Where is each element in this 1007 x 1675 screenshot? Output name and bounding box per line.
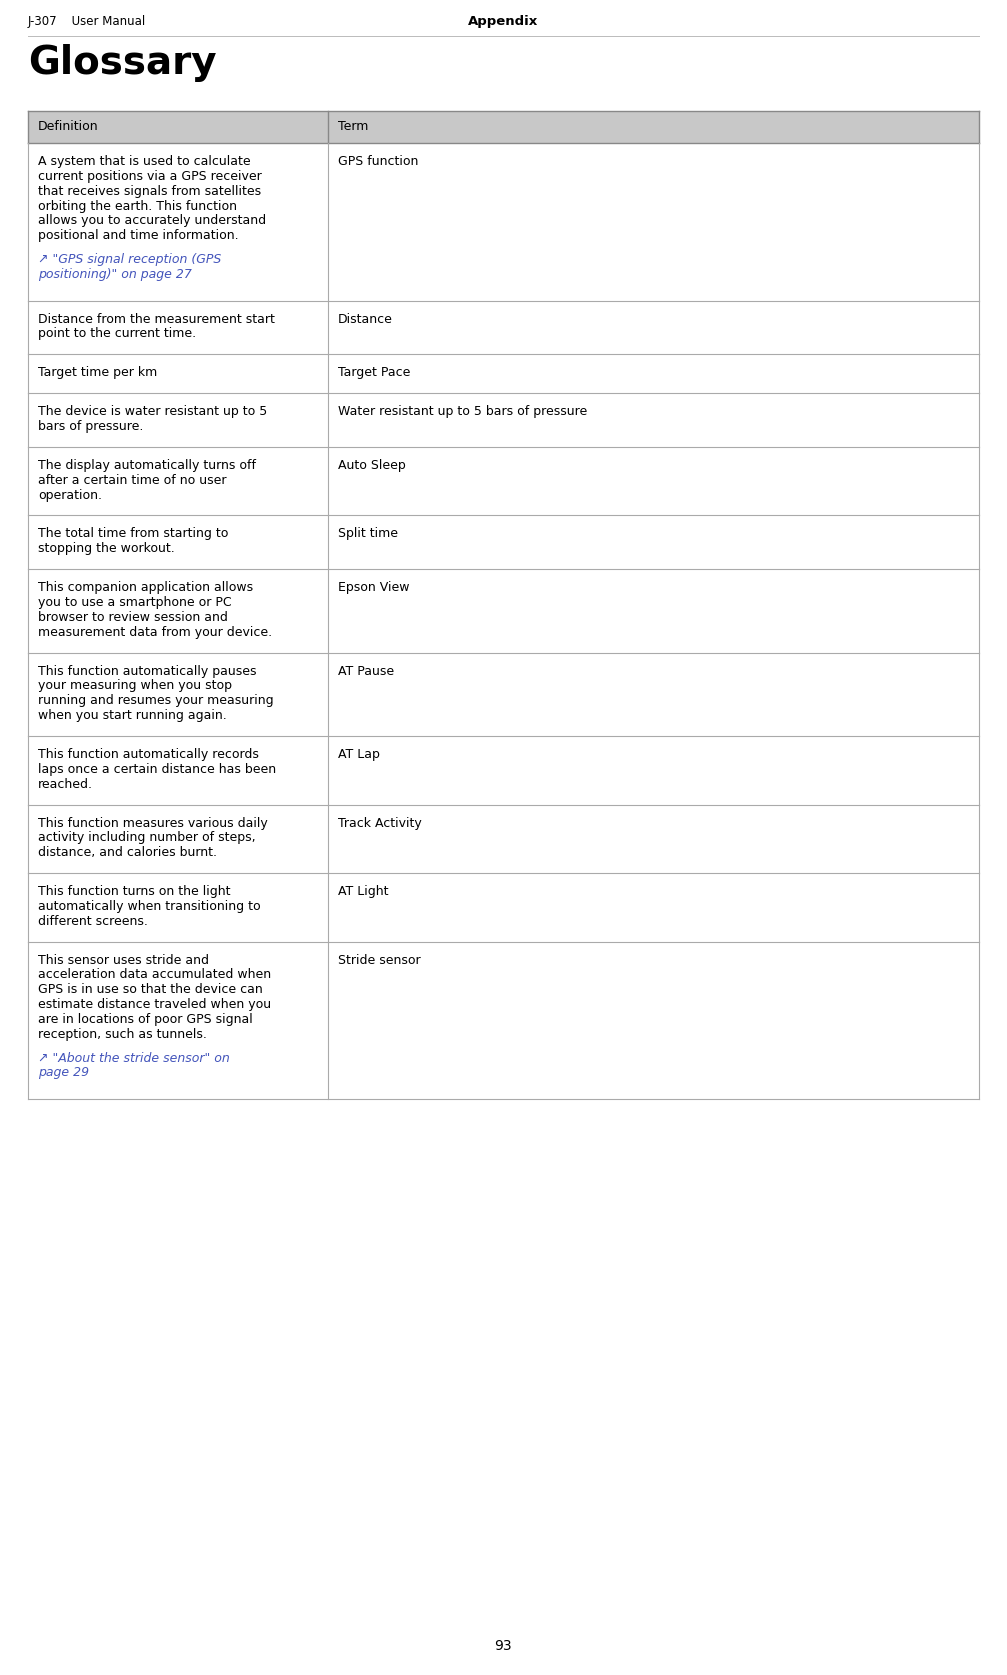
Text: activity including number of steps,: activity including number of steps,: [38, 831, 256, 844]
Text: This function turns on the light: This function turns on the light: [38, 884, 231, 898]
Text: Auto Sleep: Auto Sleep: [337, 459, 405, 472]
Bar: [28, 653, 979, 735]
Text: Appendix: Appendix: [468, 15, 538, 28]
Bar: [28, 111, 979, 142]
Text: Target time per km: Target time per km: [38, 367, 157, 379]
Bar: [28, 941, 979, 1099]
Text: orbiting the earth. This function: orbiting the earth. This function: [38, 199, 237, 213]
Text: that receives signals from satellites: that receives signals from satellites: [38, 184, 261, 198]
Text: different screens.: different screens.: [38, 915, 148, 928]
Text: The display automatically turns off: The display automatically turns off: [38, 459, 256, 472]
Text: This function automatically records: This function automatically records: [38, 749, 259, 760]
Text: Track Activity: Track Activity: [337, 816, 421, 829]
Text: are in locations of poor GPS signal: are in locations of poor GPS signal: [38, 1013, 253, 1027]
Text: Target Pace: Target Pace: [337, 367, 410, 379]
Text: The total time from starting to: The total time from starting to: [38, 528, 229, 541]
Text: Distance from the measurement start: Distance from the measurement start: [38, 313, 275, 325]
Bar: [28, 447, 979, 516]
Text: ↗ "GPS signal reception (GPS: ↗ "GPS signal reception (GPS: [38, 253, 222, 266]
Text: when you start running again.: when you start running again.: [38, 709, 227, 722]
Text: page 29: page 29: [38, 1067, 90, 1079]
Text: Split time: Split time: [337, 528, 398, 541]
Text: estimate distance traveled when you: estimate distance traveled when you: [38, 998, 271, 1012]
Bar: [28, 355, 979, 394]
Text: This companion application allows: This companion application allows: [38, 581, 253, 595]
Text: 93: 93: [494, 1640, 512, 1653]
Text: Definition: Definition: [38, 121, 99, 134]
Text: J-307    User Manual: J-307 User Manual: [28, 15, 146, 28]
Text: AT Lap: AT Lap: [337, 749, 380, 760]
Text: positioning)" on page 27: positioning)" on page 27: [38, 268, 192, 281]
Bar: [28, 300, 979, 355]
Text: AT Light: AT Light: [337, 884, 388, 898]
Text: This function automatically pauses: This function automatically pauses: [38, 665, 257, 678]
Text: your measuring when you stop: your measuring when you stop: [38, 680, 232, 692]
Text: GPS function: GPS function: [337, 156, 418, 168]
Text: operation.: operation.: [38, 489, 102, 501]
Text: Stride sensor: Stride sensor: [337, 953, 420, 966]
Text: Water resistant up to 5 bars of pressure: Water resistant up to 5 bars of pressure: [337, 405, 587, 419]
Bar: [28, 142, 979, 300]
Text: distance, and calories burnt.: distance, and calories burnt.: [38, 846, 217, 859]
Text: point to the current time.: point to the current time.: [38, 328, 196, 340]
Text: automatically when transitioning to: automatically when transitioning to: [38, 899, 261, 913]
Text: measurement data from your device.: measurement data from your device.: [38, 626, 272, 638]
Text: Term: Term: [337, 121, 368, 134]
Text: GPS is in use so that the device can: GPS is in use so that the device can: [38, 983, 263, 997]
Text: A system that is used to calculate: A system that is used to calculate: [38, 156, 251, 168]
Text: reached.: reached.: [38, 777, 93, 791]
Text: reception, such as tunnels.: reception, such as tunnels.: [38, 1028, 206, 1040]
Text: stopping the workout.: stopping the workout.: [38, 543, 175, 556]
Text: after a certain time of no user: after a certain time of no user: [38, 474, 227, 487]
Text: This function measures various daily: This function measures various daily: [38, 816, 268, 829]
Text: Glossary: Glossary: [28, 44, 217, 82]
Text: positional and time information.: positional and time information.: [38, 229, 239, 243]
Text: current positions via a GPS receiver: current positions via a GPS receiver: [38, 169, 262, 183]
Text: you to use a smartphone or PC: you to use a smartphone or PC: [38, 596, 232, 610]
Text: Distance: Distance: [337, 313, 393, 325]
Text: Epson View: Epson View: [337, 581, 409, 595]
Text: bars of pressure.: bars of pressure.: [38, 420, 143, 434]
Text: running and resumes your measuring: running and resumes your measuring: [38, 693, 274, 707]
Text: AT Pause: AT Pause: [337, 665, 394, 678]
Bar: [28, 570, 979, 653]
Text: acceleration data accumulated when: acceleration data accumulated when: [38, 968, 271, 982]
Text: This sensor uses stride and: This sensor uses stride and: [38, 953, 209, 966]
Bar: [28, 516, 979, 570]
Text: ↗ "About the stride sensor" on: ↗ "About the stride sensor" on: [38, 1052, 230, 1065]
Text: laps once a certain distance has been: laps once a certain distance has been: [38, 762, 276, 776]
Bar: [28, 735, 979, 804]
Bar: [28, 394, 979, 447]
Bar: [28, 873, 979, 941]
Text: The device is water resistant up to 5: The device is water resistant up to 5: [38, 405, 267, 419]
Text: browser to review session and: browser to review session and: [38, 611, 228, 623]
Bar: [28, 804, 979, 873]
Text: allows you to accurately understand: allows you to accurately understand: [38, 214, 266, 228]
